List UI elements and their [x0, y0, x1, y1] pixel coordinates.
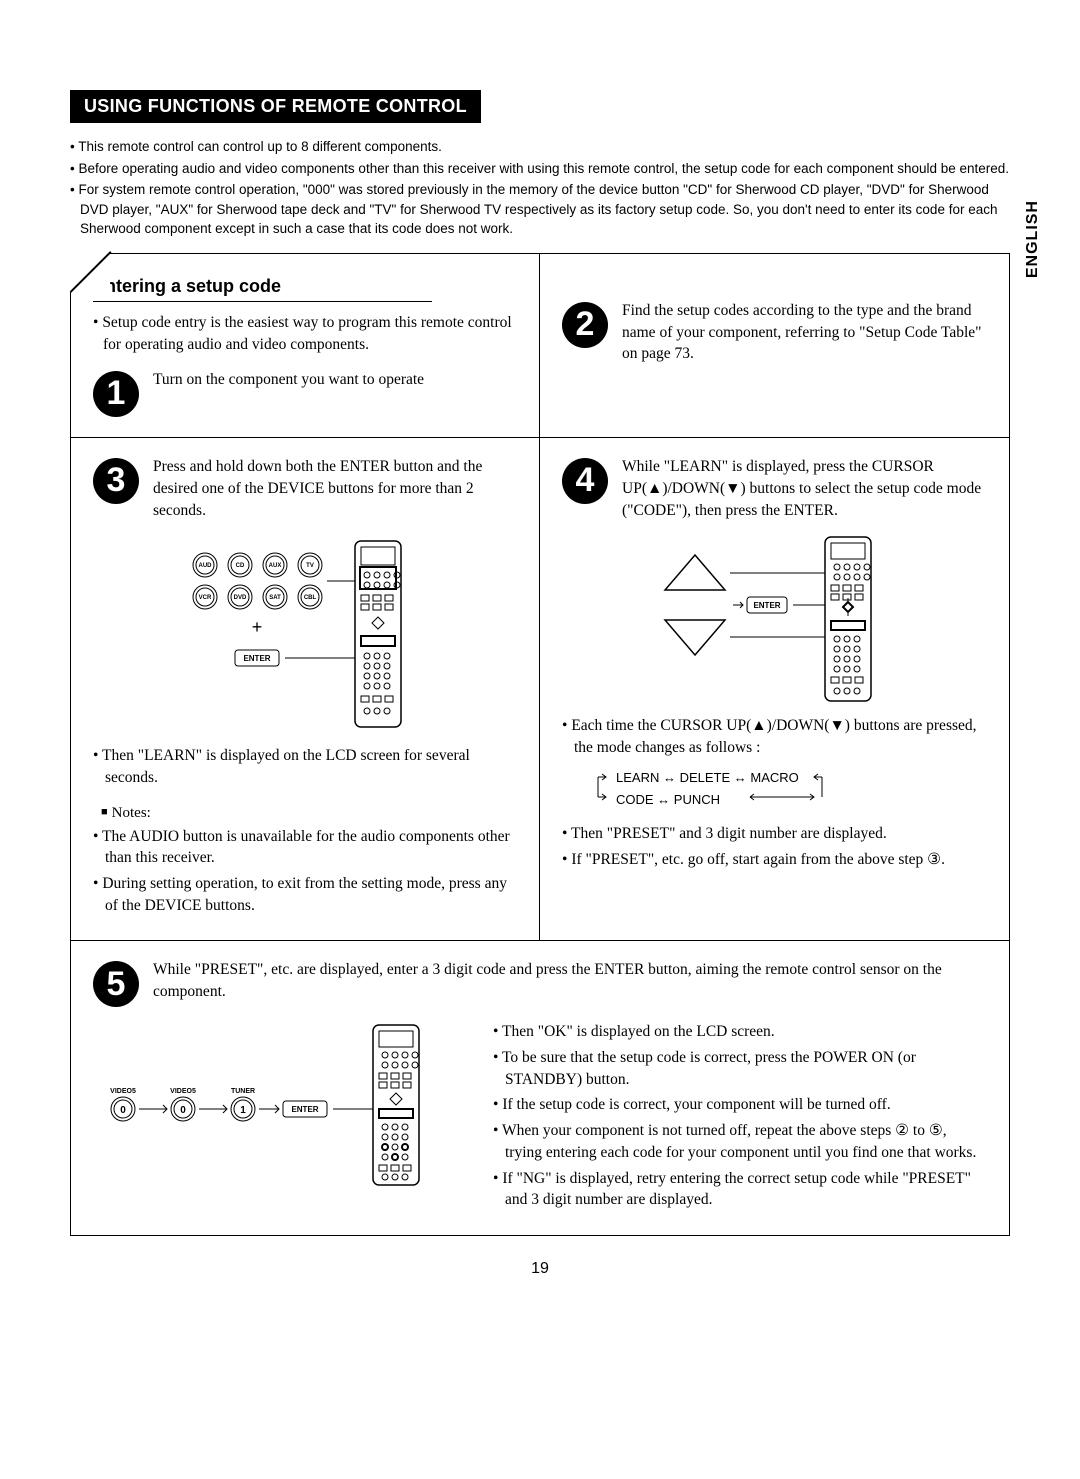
- step-text: Turn on the component you want to operat…: [153, 369, 517, 391]
- svg-text:VCR: VCR: [199, 595, 212, 601]
- step-3: 3 Press and hold down both the ENTER but…: [93, 456, 517, 521]
- step-2: 2 Find the setup codes according to the …: [562, 300, 987, 365]
- step3-notes: The AUDIO button is unavailable for the …: [93, 826, 517, 917]
- section-title-bar: USING FUNCTIONS OF REMOTE CONTROL: [70, 90, 481, 123]
- step-number: 3: [93, 458, 139, 504]
- row-1: Entering a setup code Setup code entry i…: [71, 254, 1009, 438]
- bullet-item: The AUDIO button is unavailable for the …: [93, 826, 517, 869]
- svg-text:CD: CD: [236, 563, 245, 569]
- svg-text:0: 0: [120, 1105, 126, 1116]
- step-4: 4 While "LEARN" is displayed, press the …: [562, 456, 987, 521]
- section-lead: Setup code entry is the easiest way to p…: [93, 312, 517, 355]
- svg-text:AUX: AUX: [269, 563, 282, 569]
- step-number: 4: [562, 458, 608, 504]
- main-panel: Entering a setup code Setup code entry i…: [70, 253, 1010, 1236]
- step-text: Press and hold down both the ENTER butto…: [153, 456, 517, 521]
- step-1: 1 Turn on the component you want to oper…: [93, 369, 517, 417]
- step-5: 5 While "PRESET", etc. are displayed, en…: [93, 959, 987, 1007]
- bullet-item: To be sure that the setup code is correc…: [493, 1047, 987, 1090]
- svg-text:ENTER: ENTER: [291, 1105, 318, 1114]
- bullet-item: Then "PRESET" and 3 digit number are dis…: [562, 823, 987, 845]
- step-text: While "LEARN" is displayed, press the CU…: [622, 456, 987, 521]
- intro-item: Before operating audio and video compone…: [70, 159, 1010, 179]
- bullet-item: When your component is not turned off, r…: [493, 1120, 987, 1163]
- bullet-item: Then "OK" is displayed on the LCD screen…: [493, 1021, 987, 1043]
- step-text: Find the setup codes according to the ty…: [622, 300, 987, 365]
- intro-bullets: This remote control can control up to 8 …: [70, 137, 1010, 239]
- intro-item: For system remote control operation, "00…: [70, 180, 1010, 239]
- diagram-step4: ENTER: [562, 535, 987, 705]
- diagram-step3: AUD CD AUX TV VCR DVD SAT CBL + ENTER: [93, 535, 517, 735]
- page-number: 19: [70, 1260, 1010, 1278]
- svg-text:0: 0: [180, 1105, 186, 1116]
- cell-right-1: 2 Find the setup codes according to the …: [540, 254, 1009, 437]
- mode-sequence: LEARN ↔ DELETE ↔ MACRO CODE ↔ PUNCH: [590, 765, 987, 813]
- step5-tail: Then "OK" is displayed on the LCD screen…: [493, 1021, 987, 1215]
- svg-text:CBL: CBL: [304, 595, 317, 601]
- language-tab: ENGLISH: [1024, 200, 1042, 278]
- step4-tail: Then "PRESET" and 3 digit number are dis…: [562, 823, 987, 870]
- subsection-title: Entering a setup code: [93, 276, 432, 302]
- svg-text:SAT: SAT: [269, 595, 281, 601]
- svg-text:TV: TV: [306, 563, 314, 569]
- svg-text:ENTER: ENTER: [753, 601, 780, 610]
- cell-left-2: 3 Press and hold down both the ENTER but…: [71, 438, 540, 940]
- svg-text:VIDEO5: VIDEO5: [170, 1088, 196, 1095]
- bullet-item: If "PRESET", etc. go off, start again fr…: [562, 849, 987, 871]
- intro-item: This remote control can control up to 8 …: [70, 137, 1010, 157]
- bullet-item: If "NG" is displayed, retry entering the…: [493, 1168, 987, 1211]
- diagram-step5: VIDEO5 VIDEO5 TUNER 0 0 1: [93, 1021, 463, 1191]
- bullet-item: Then "LEARN" is displayed on the LCD scr…: [93, 745, 517, 788]
- step-text: While "PRESET", etc. are displayed, ente…: [153, 959, 987, 1002]
- svg-text:TUNER: TUNER: [231, 1088, 255, 1095]
- bullet-item: Each time the CURSOR UP(▲)/DOWN(▼) butto…: [562, 715, 987, 758]
- step-number: 2: [562, 302, 608, 348]
- row-3: 5 While "PRESET", etc. are displayed, en…: [71, 941, 1009, 1235]
- svg-text:VIDEO5: VIDEO5: [110, 1088, 136, 1095]
- bullet-item: If the setup code is correct, your compo…: [493, 1094, 987, 1116]
- cell-left-1: Entering a setup code Setup code entry i…: [71, 254, 540, 437]
- svg-text:ENTER: ENTER: [243, 654, 270, 663]
- svg-text:1: 1: [240, 1105, 246, 1116]
- row-2: 3 Press and hold down both the ENTER but…: [71, 438, 1009, 941]
- step4-after: Each time the CURSOR UP(▲)/DOWN(▼) butto…: [562, 715, 987, 758]
- bullet-item: During setting operation, to exit from t…: [93, 873, 517, 916]
- step3-after: Then "LEARN" is displayed on the LCD scr…: [93, 745, 517, 788]
- step-number: 5: [93, 961, 139, 1007]
- cell-right-2: 4 While "LEARN" is displayed, press the …: [540, 438, 1009, 940]
- svg-text:DVD: DVD: [234, 595, 247, 601]
- notes-header: Notes:: [101, 805, 517, 822]
- svg-text:AUD: AUD: [199, 563, 213, 569]
- step-number: 1: [93, 371, 139, 417]
- cell-full: 5 While "PRESET", etc. are displayed, en…: [71, 941, 1009, 1235]
- svg-text:+: +: [252, 617, 263, 637]
